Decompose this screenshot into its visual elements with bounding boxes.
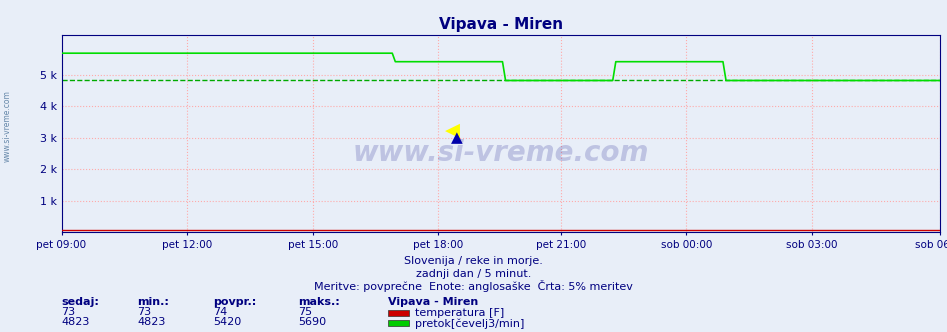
Text: povpr.:: povpr.:: [213, 297, 257, 307]
Text: min.:: min.:: [137, 297, 170, 307]
Text: 74: 74: [213, 307, 227, 317]
Text: 73: 73: [137, 307, 152, 317]
Text: ◀: ◀: [445, 120, 460, 139]
Text: maks.:: maks.:: [298, 297, 340, 307]
Text: www.si-vreme.com: www.si-vreme.com: [3, 90, 12, 162]
Text: 73: 73: [62, 307, 76, 317]
Text: 5690: 5690: [298, 317, 327, 327]
Text: 75: 75: [298, 307, 313, 317]
Text: zadnji dan / 5 minut.: zadnji dan / 5 minut.: [416, 269, 531, 279]
Title: Vipava - Miren: Vipava - Miren: [438, 17, 563, 32]
Text: ▲: ▲: [451, 130, 463, 145]
Text: temperatura [F]: temperatura [F]: [415, 308, 504, 318]
Text: Slovenija / reke in morje.: Slovenija / reke in morje.: [404, 256, 543, 266]
Text: www.si-vreme.com: www.si-vreme.com: [352, 139, 650, 167]
Text: Meritve: povprečne  Enote: anglosaške  Črta: 5% meritev: Meritve: povprečne Enote: anglosaške Črt…: [314, 281, 633, 292]
Text: 4823: 4823: [137, 317, 166, 327]
Text: sedaj:: sedaj:: [62, 297, 99, 307]
Text: pretok[čevelj3/min]: pretok[čevelj3/min]: [415, 318, 524, 329]
Text: 4823: 4823: [62, 317, 90, 327]
Text: Vipava - Miren: Vipava - Miren: [388, 297, 478, 307]
Text: 5420: 5420: [213, 317, 241, 327]
